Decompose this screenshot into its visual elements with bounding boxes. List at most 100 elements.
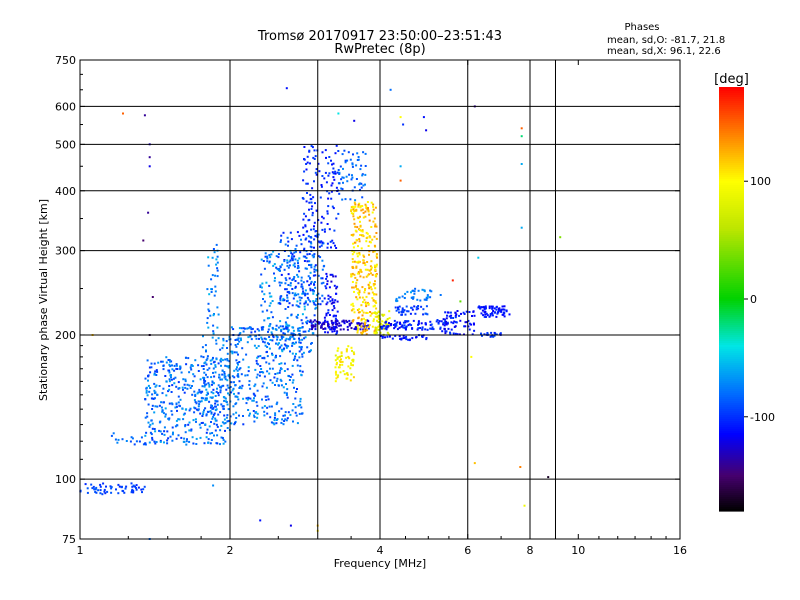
data-point [354, 199, 357, 202]
data-point [450, 328, 453, 331]
data-point [327, 309, 330, 312]
data-point [314, 286, 317, 289]
data-point [326, 246, 329, 249]
data-point [217, 337, 220, 340]
data-point [195, 420, 197, 423]
data-point [364, 183, 366, 186]
data-point [162, 368, 165, 371]
data-point [214, 371, 217, 374]
data-point [304, 289, 307, 292]
data-point [429, 327, 432, 330]
data-point [309, 193, 312, 196]
data-point [161, 360, 164, 363]
data-point [221, 369, 224, 372]
x-tick-label: 16 [673, 544, 687, 557]
data-point [226, 359, 229, 362]
data-point [231, 352, 234, 355]
data-point [254, 394, 257, 397]
data-point [429, 296, 432, 299]
colorbar-segment [719, 207, 744, 210]
data-point [265, 361, 268, 364]
data-point [210, 291, 213, 293]
data-point [366, 261, 369, 263]
colorbar-segment [719, 327, 744, 330]
data-point [226, 427, 229, 429]
data-point [260, 336, 263, 339]
data-point [352, 360, 355, 363]
data-point [164, 415, 167, 418]
data-point [360, 318, 363, 321]
data-point [286, 368, 289, 371]
colorbar-segment [719, 339, 744, 342]
data-point [296, 273, 299, 276]
data-point [371, 273, 374, 276]
colorbar-segment [719, 315, 744, 318]
data-point [95, 491, 98, 494]
data-point [323, 230, 326, 233]
data-point [287, 266, 290, 269]
data-point [403, 336, 406, 339]
data-point [364, 173, 367, 176]
data-point [217, 362, 220, 365]
data-point [220, 385, 223, 388]
data-point [206, 355, 209, 358]
data-point [269, 295, 272, 298]
colorbar-segment [719, 451, 744, 454]
data-point [173, 382, 176, 385]
data-point [350, 346, 353, 349]
data-point [394, 306, 397, 309]
data-point [284, 308, 287, 310]
data-point [325, 277, 328, 280]
data-point [151, 436, 154, 439]
data-point [301, 355, 304, 358]
data-point [300, 347, 303, 350]
data-point [193, 411, 196, 414]
data-point [304, 255, 307, 258]
data-point [257, 363, 260, 366]
data-point [173, 364, 176, 367]
data-point [288, 290, 291, 293]
data-point [147, 379, 149, 382]
data-point [299, 365, 302, 368]
data-point [405, 305, 408, 308]
data-point [263, 356, 266, 359]
data-point [317, 162, 320, 165]
data-point [315, 209, 318, 212]
colorbar-segment [719, 91, 744, 94]
data-point [223, 418, 226, 421]
data-point [377, 310, 380, 313]
data-point [249, 397, 252, 400]
data-point [372, 220, 375, 223]
data-point [273, 279, 276, 282]
data-point [313, 282, 315, 285]
y-tick-label: 100 [55, 473, 76, 486]
data-point [300, 243, 303, 246]
data-point [208, 293, 211, 296]
data-point [290, 252, 293, 255]
data-point [375, 312, 378, 315]
data-point [211, 383, 213, 386]
data-point [148, 425, 151, 428]
data-point [373, 293, 376, 295]
data-point [266, 317, 269, 320]
data-point [331, 330, 334, 333]
data-point [323, 228, 326, 231]
data-point [227, 408, 230, 411]
data-point [404, 292, 407, 295]
data-point [365, 325, 368, 328]
data-point [130, 491, 133, 494]
data-point [447, 311, 450, 314]
data-point [191, 393, 194, 396]
data-point [488, 305, 491, 308]
data-point [296, 259, 299, 262]
data-point [332, 242, 335, 245]
data-point [350, 321, 353, 324]
data-point [449, 332, 452, 335]
data-point [219, 429, 222, 432]
data-point [353, 206, 356, 209]
data-point [313, 180, 315, 183]
data-point [183, 437, 186, 440]
data-point [375, 265, 378, 268]
data-point [235, 368, 238, 371]
data-point [330, 326, 333, 329]
